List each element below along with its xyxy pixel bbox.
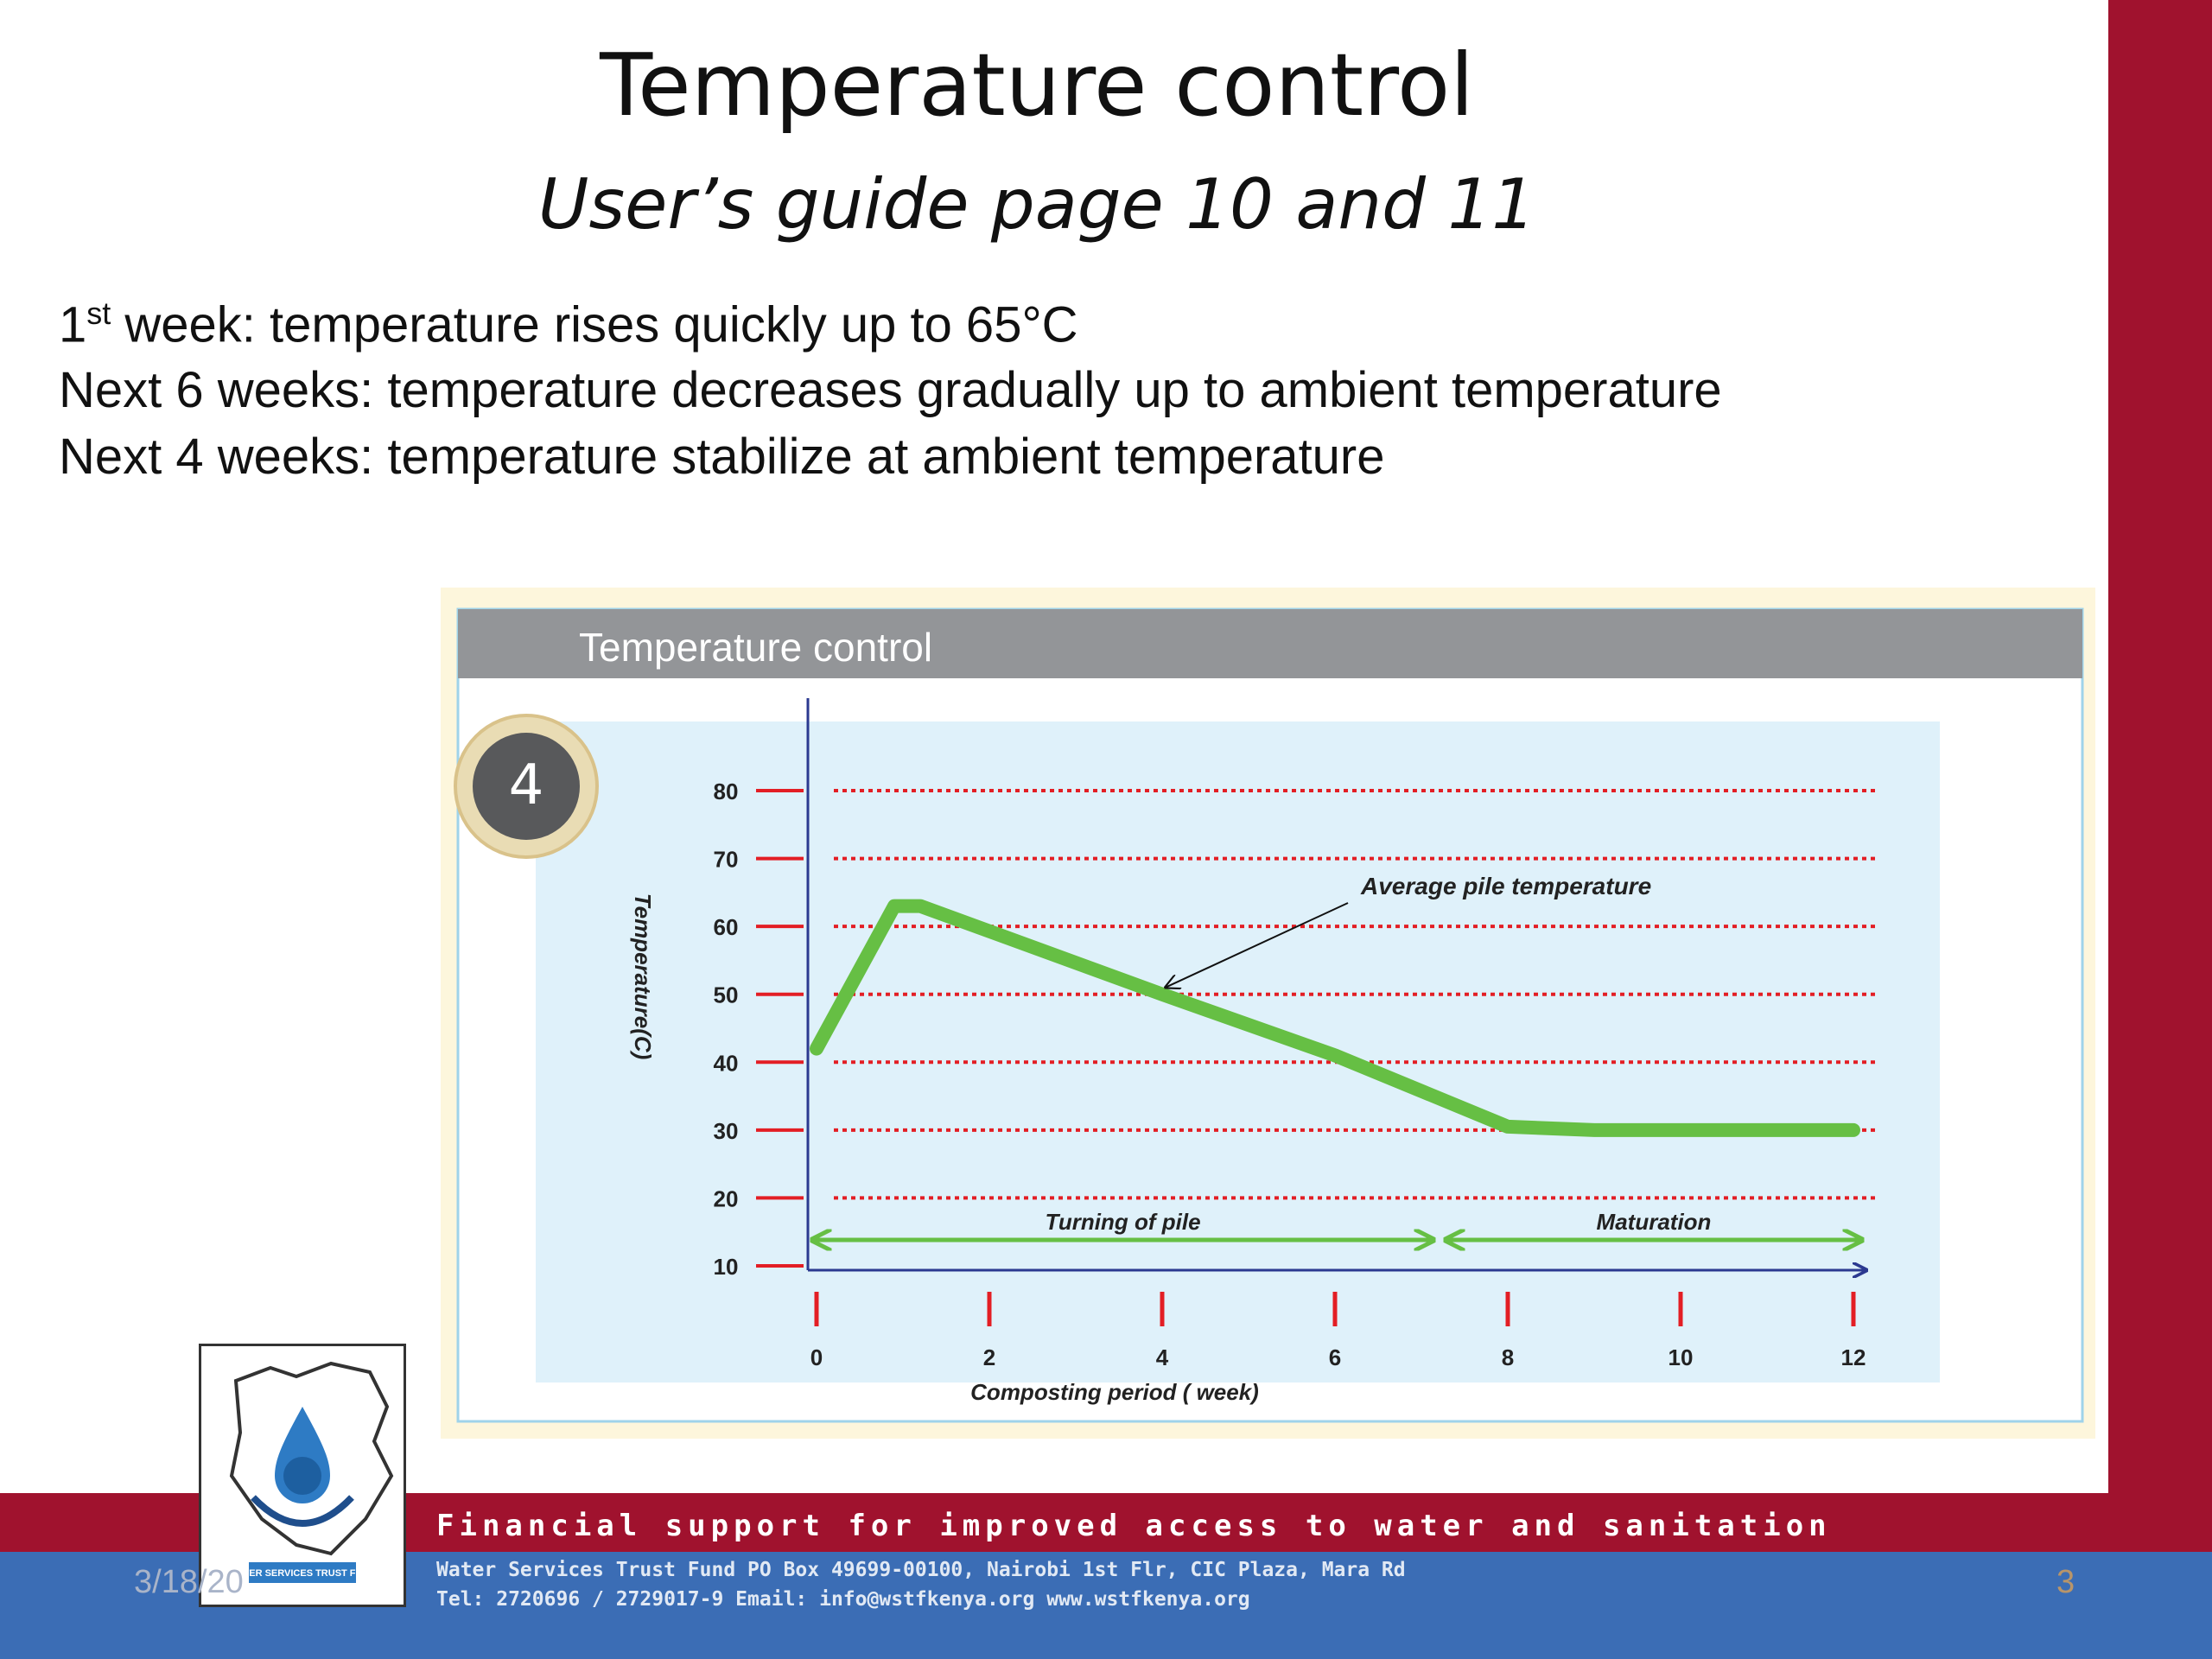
phase-label-1: Maturation: [1597, 1209, 1712, 1235]
y-axis-title: Temperature(C): [630, 893, 656, 1060]
phase-label-0: Turning of pile: [1045, 1209, 1200, 1235]
bullet-line-1: 1st week: temperature rises quickly up t…: [59, 296, 1078, 353]
x-tick-label-6: 6: [1329, 1344, 1341, 1370]
y-tick-label-40: 40: [714, 1050, 739, 1076]
annotation-pointer-arrow: [1166, 902, 1349, 988]
x-tick-label-10: 10: [1669, 1344, 1694, 1370]
y-tick-label-80: 80: [714, 779, 739, 804]
annotation-average-pile-temperature: Average pile temperature: [1360, 873, 1651, 899]
plot-background: [536, 721, 1940, 1382]
slide-date: 3/18/20: [134, 1564, 244, 1600]
footer-tagline: Financial support for improved access to…: [436, 1509, 1832, 1543]
x-tick-label-2: 2: [983, 1344, 995, 1370]
slide-subtitle: User’s guide page 10 and 11: [537, 164, 1536, 245]
svg-text:WATER SERVICES TRUST FUND: WATER SERVICES TRUST FUND: [229, 1568, 377, 1579]
chart-header-bar: [458, 609, 2082, 678]
footer-contact-line: Tel: 2720696 / 2729017-9 Email: info@wst…: [436, 1588, 1250, 1611]
x-axis-title: Composting period ( week): [970, 1379, 1259, 1405]
logo-graphic: WATER SERVICES TRUST FUND: [229, 1361, 394, 1583]
slide-number: 3: [2056, 1564, 2075, 1600]
temperature-chart: Temperature control 4 10 20 30 40 50 60 70 80 0…: [441, 588, 2095, 1439]
y-tick-label-70: 70: [714, 847, 739, 873]
x-tick-label-0: 0: [810, 1344, 823, 1370]
chart-title: Temperature control: [579, 625, 932, 670]
y-tick-label-20: 20: [714, 1185, 739, 1211]
slide-title: Temperature control: [600, 35, 1474, 136]
x-tick-label-4: 4: [1156, 1344, 1169, 1370]
y-tick-label-50: 50: [714, 982, 739, 1008]
wstf-logo: WATER SERVICES TRUST FUND: [199, 1344, 406, 1607]
badge-circle: [473, 733, 580, 840]
y-tick-label-30: 30: [714, 1118, 739, 1144]
y-tick-label-10: 10: [714, 1254, 739, 1280]
bullet-line-3: Next 4 weeks: temperature stabilize at a…: [59, 429, 1385, 485]
bullet-line-2: Next 6 weeks: temperature decreases grad…: [59, 362, 1722, 418]
x-tick-label-8: 8: [1502, 1344, 1514, 1370]
y-tick-label-60: 60: [714, 914, 739, 940]
right-accent-bar: [2108, 0, 2212, 1659]
series-line-0: [810, 899, 1860, 1137]
badge-number: 4: [509, 753, 544, 817]
footer-address-line: Water Services Trust Fund PO Box 49699-0…: [436, 1559, 1406, 1581]
x-tick-label-12: 12: [1841, 1344, 1866, 1370]
